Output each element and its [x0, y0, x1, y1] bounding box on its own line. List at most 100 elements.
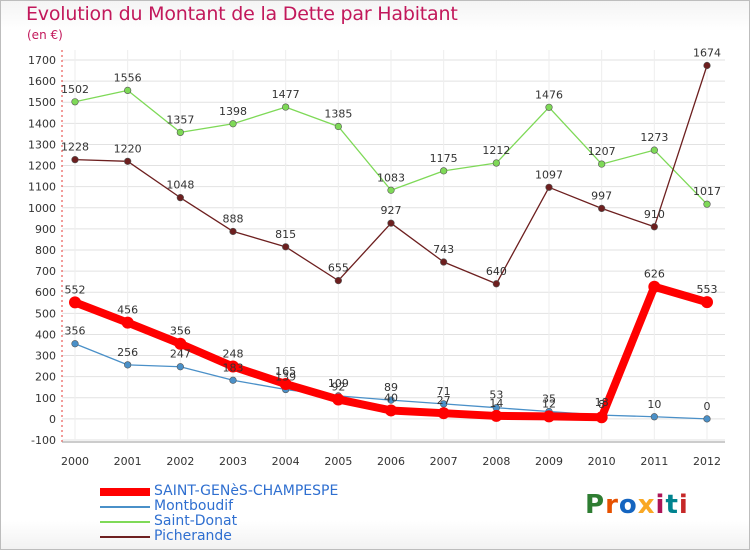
data-point	[176, 194, 184, 202]
y-tick-label: 300	[35, 350, 56, 363]
data-point	[492, 280, 500, 288]
data-label: 0	[704, 400, 711, 413]
data-label: 1385	[324, 108, 352, 121]
data-point	[279, 378, 292, 391]
y-tick-label: 1200	[28, 160, 56, 173]
data-point	[703, 200, 711, 208]
y-tick-label: 400	[35, 328, 56, 341]
data-label: 927	[381, 204, 402, 217]
y-tick-label: 1700	[28, 54, 56, 67]
data-point	[121, 316, 134, 329]
data-point	[650, 413, 658, 421]
logo-letter: r	[605, 490, 619, 520]
proxiti-logo: Proxiti	[585, 490, 689, 520]
data-label: 248	[223, 348, 244, 361]
data-point	[229, 376, 237, 384]
x-tick-label: 2005	[324, 455, 352, 468]
data-label: 1476	[535, 88, 563, 101]
data-label: 1048	[166, 179, 194, 192]
data-label: 640	[486, 265, 507, 278]
data-label: 40	[384, 391, 398, 404]
data-point	[282, 243, 290, 251]
logo-letter: i	[655, 490, 666, 520]
x-tick-label: 2006	[377, 455, 405, 468]
data-point	[703, 61, 711, 70]
y-tick-label: 500	[35, 307, 56, 320]
data-point	[440, 167, 448, 175]
y-tick-label: 1400	[28, 117, 56, 130]
data-point	[490, 409, 503, 422]
data-label: 1273	[640, 131, 668, 144]
data-point	[545, 183, 553, 191]
logo-letter: o	[618, 490, 638, 520]
logo-letter: i	[678, 490, 689, 520]
data-label: 27	[437, 394, 451, 407]
data-point	[598, 160, 606, 168]
data-label: 109	[328, 377, 349, 390]
data-point	[650, 223, 658, 231]
x-tick-label: 2010	[588, 455, 616, 468]
x-tick-label: 2001	[114, 455, 142, 468]
y-tick-label: 1500	[28, 96, 56, 109]
data-point	[69, 296, 81, 309]
data-point	[545, 103, 553, 111]
data-point	[71, 156, 79, 164]
y-tick-label: 100	[35, 392, 56, 405]
data-label: 356	[170, 325, 191, 338]
data-point	[176, 363, 184, 371]
data-point	[703, 415, 711, 423]
data-point	[650, 146, 658, 154]
x-tick-label: 2007	[430, 455, 458, 468]
y-tick-label: 200	[35, 371, 56, 384]
data-label: 139	[275, 371, 296, 384]
logo-letter: t	[665, 490, 679, 520]
data-label: 1097	[535, 168, 563, 181]
data-label: 18	[595, 396, 609, 409]
data-label: 553	[697, 283, 718, 296]
data-label: 626	[644, 268, 665, 281]
y-tick-label: 1100	[28, 181, 56, 194]
data-point	[174, 337, 187, 350]
legend-label: Saint-Donat	[154, 513, 238, 529]
data-label: 1083	[377, 171, 405, 184]
y-tick-label: 900	[35, 223, 56, 236]
x-tick-label: 2009	[535, 455, 563, 468]
data-label: 53	[489, 389, 503, 402]
chart-subtitle: (en €)	[27, 28, 63, 42]
legend-label: SAINT-GENèS-CHAMPESPE	[154, 483, 339, 499]
data-label: 1212	[482, 144, 510, 157]
data-point	[387, 186, 395, 194]
data-point	[440, 258, 448, 266]
data-point	[176, 128, 184, 137]
data-label: 1674	[693, 46, 721, 59]
x-tick-label: 2000	[61, 455, 89, 468]
y-tick-label: 1600	[28, 75, 56, 88]
data-point	[701, 296, 713, 309]
data-label: 910	[644, 208, 665, 221]
data-label: 888	[223, 212, 244, 225]
data-label: 655	[328, 262, 349, 275]
data-label: 92	[331, 380, 345, 393]
data-label: 552	[65, 283, 86, 296]
x-tick-label: 2004	[272, 455, 300, 468]
legend-swatch	[100, 521, 150, 523]
y-tick-label: 0	[49, 413, 56, 426]
x-tick-label: 2012	[693, 455, 721, 468]
data-label: 997	[591, 189, 612, 202]
data-point	[71, 340, 79, 348]
legend-label: Picherande	[154, 528, 232, 544]
data-label: 35	[542, 393, 556, 406]
data-label: 8	[598, 398, 605, 411]
data-label: 12	[542, 397, 556, 410]
logo-letter: P	[585, 490, 606, 520]
data-label: 1207	[588, 145, 616, 158]
data-label: 256	[117, 346, 138, 359]
data-label: 247	[170, 348, 191, 361]
data-label: 1017	[693, 185, 721, 198]
legend-label: Montboudif	[154, 498, 234, 514]
data-point	[124, 361, 132, 369]
data-point	[334, 122, 342, 131]
data-point	[229, 120, 237, 128]
data-label: 71	[437, 385, 451, 398]
